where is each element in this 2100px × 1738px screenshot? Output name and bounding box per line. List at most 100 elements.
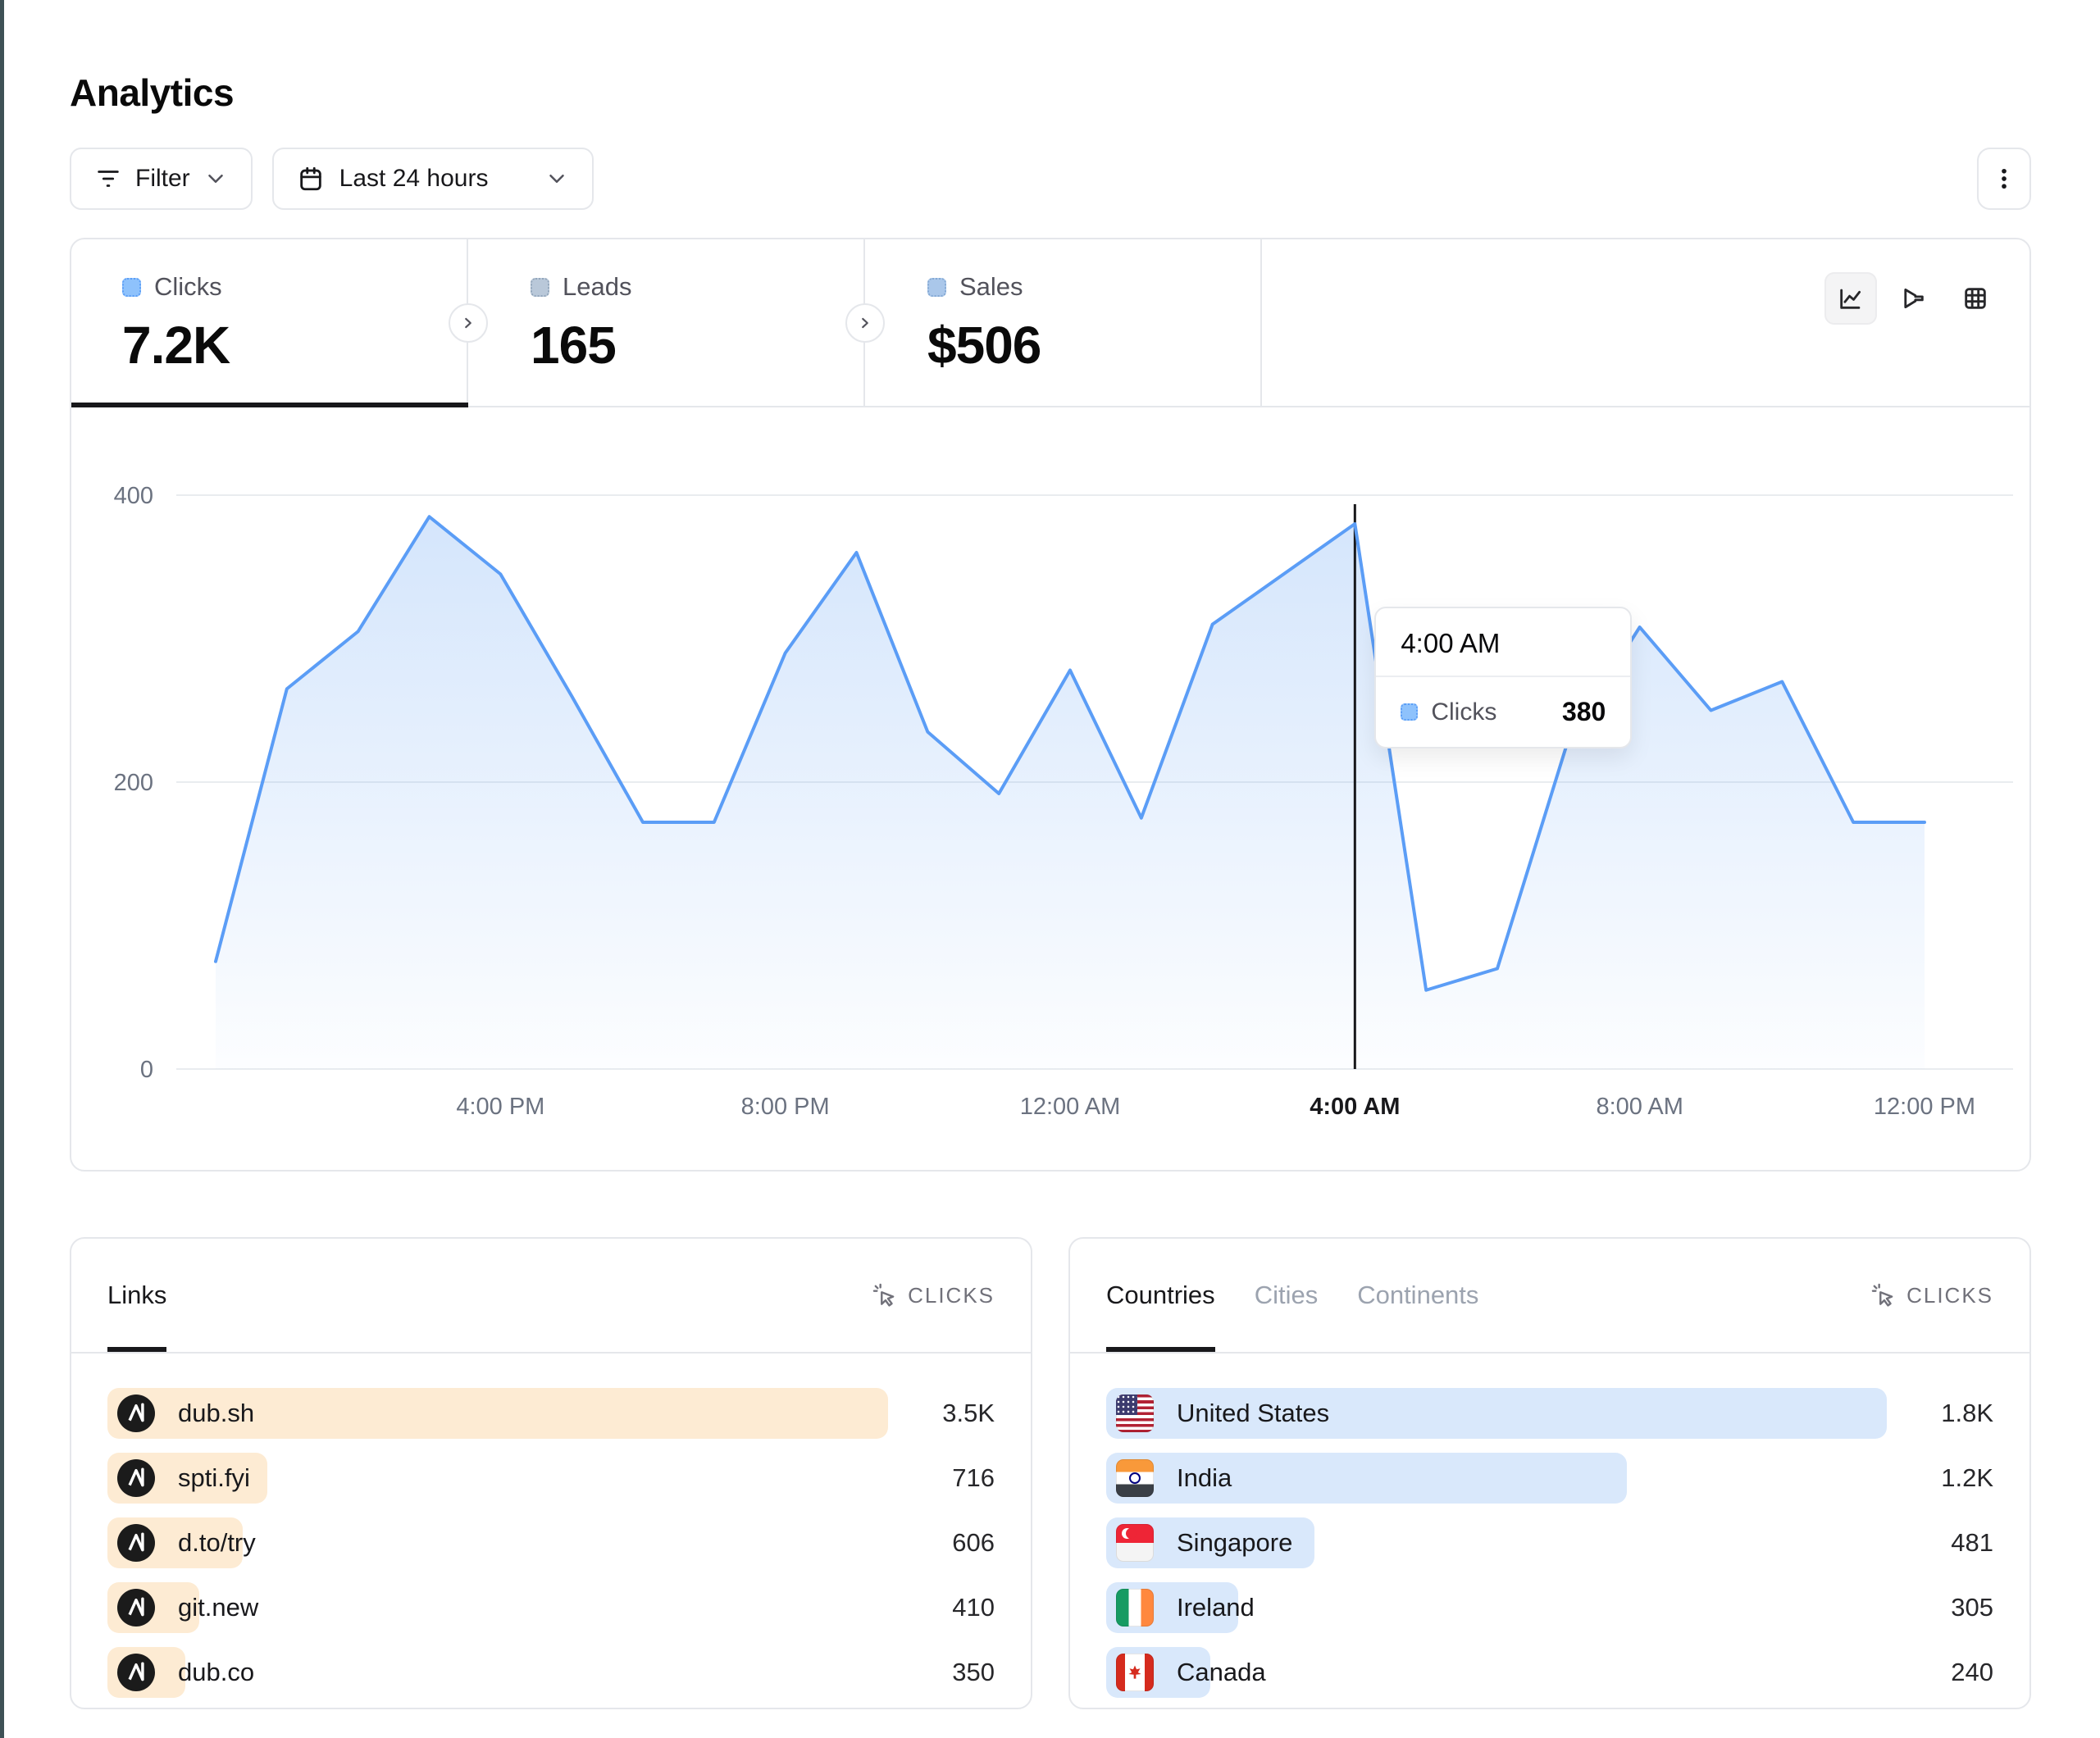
expand-sales-button[interactable] bbox=[845, 303, 885, 343]
svg-text:4:00 AM: 4:00 AM bbox=[1310, 1094, 1400, 1120]
clicks-area-chart-canvas: 400 200 0 4:00 PM 8:00 PM 12:00 AM 4:00 AM 8:00… bbox=[71, 407, 2029, 1170]
link-bar bbox=[107, 1388, 888, 1439]
country-bar-track: Canada bbox=[1106, 1647, 1887, 1698]
country-clicks-value: 1.2K bbox=[1941, 1463, 1993, 1492]
date-range-label: Last 24 hours bbox=[339, 165, 489, 192]
tab-clicks[interactable]: Clicks 7.2K bbox=[71, 239, 468, 407]
clicks-tab-label: Clicks bbox=[154, 272, 222, 301]
country-clicks-value: 1.8K bbox=[1941, 1399, 1993, 1427]
link-row[interactable]: d.to/try 606 bbox=[107, 1517, 995, 1568]
chart-tooltip: 4:00 AM Clicks 380 bbox=[1374, 607, 1633, 748]
svg-text:12:00 AM: 12:00 AM bbox=[1020, 1094, 1121, 1120]
country-row[interactable]: Canada 240 bbox=[1106, 1647, 1993, 1698]
country-clicks-value: 305 bbox=[1951, 1593, 1993, 1622]
tooltip-value: 380 bbox=[1561, 697, 1606, 726]
dub-logo-icon bbox=[117, 1524, 155, 1562]
chart-type-toggles bbox=[1824, 272, 2002, 325]
sg-flag-icon bbox=[1116, 1524, 1154, 1562]
calendar-icon bbox=[299, 166, 321, 191]
toolbar: Filter Last 24 hours bbox=[70, 148, 2031, 210]
country-row[interactable]: India 1.2K bbox=[1106, 1453, 1993, 1504]
link-label: git.new bbox=[178, 1593, 259, 1622]
svg-text:8:00 PM: 8:00 PM bbox=[741, 1094, 830, 1120]
grid-icon bbox=[1965, 288, 1986, 309]
countries-list: United States 1.8K India 1.2K Singapore 481 Ir… bbox=[1070, 1354, 2029, 1698]
tab-sales[interactable]: Sales $506 bbox=[865, 239, 1262, 406]
link-clicks-value: 350 bbox=[952, 1658, 995, 1686]
chevron-down-icon bbox=[549, 175, 564, 183]
link-label: dub.co bbox=[178, 1658, 255, 1686]
country-label: Canada bbox=[1177, 1658, 1266, 1686]
line-chart-icon bbox=[1840, 289, 1861, 309]
svg-text:4:00 PM: 4:00 PM bbox=[456, 1094, 544, 1120]
sales-legend-icon bbox=[927, 277, 946, 297]
country-label: United States bbox=[1177, 1399, 1330, 1427]
clicks-chart[interactable]: 400 200 0 4:00 PM 8:00 PM 12:00 AM 4:00 AM 8:00… bbox=[71, 407, 2029, 1170]
svg-text:200: 200 bbox=[114, 770, 153, 796]
country-bar-track: India bbox=[1106, 1453, 1887, 1504]
tab-countries[interactable]: Countries bbox=[1106, 1239, 1215, 1352]
country-row[interactable]: United States 1.8K bbox=[1106, 1388, 1993, 1439]
in-flag-icon bbox=[1116, 1459, 1154, 1497]
us-flag-icon bbox=[1116, 1394, 1154, 1432]
filter-icon bbox=[98, 171, 119, 187]
country-bar-track: Ireland bbox=[1106, 1582, 1887, 1633]
link-row[interactable]: dub.co 350 bbox=[107, 1647, 995, 1698]
link-clicks-value: 716 bbox=[952, 1463, 995, 1492]
links-panel: Links CLICKS dub.sh 3.5K spti.fyi 716 d.to/t… bbox=[70, 1237, 1032, 1709]
dub-logo-icon bbox=[117, 1654, 155, 1691]
country-bar bbox=[1106, 1453, 1627, 1504]
link-bar-track: spti.fyi bbox=[107, 1453, 888, 1504]
links-list: dub.sh 3.5K spti.fyi 716 d.to/try 606 git.new 4… bbox=[71, 1354, 1031, 1698]
links-metric-header-label: CLICKS bbox=[908, 1282, 995, 1308]
ie-flag-icon bbox=[1116, 1589, 1154, 1627]
link-label: dub.sh bbox=[178, 1399, 255, 1427]
leads-tab-label: Leads bbox=[563, 272, 632, 301]
filter-button[interactable]: Filter bbox=[70, 148, 253, 210]
tab-links[interactable]: Links bbox=[107, 1239, 166, 1352]
more-options-button[interactable] bbox=[1977, 148, 2031, 210]
analytics-page: Analytics Filter Last 24 hours Clicks 7.… bbox=[70, 0, 2031, 1709]
tab-cities[interactable]: Cities bbox=[1254, 1281, 1319, 1309]
countries-metric-header-label: CLICKS bbox=[1906, 1282, 1993, 1308]
link-clicks-value: 606 bbox=[952, 1528, 995, 1557]
link-clicks-value: 3.5K bbox=[942, 1399, 995, 1427]
left-edge-accent bbox=[0, 0, 4, 1738]
country-bar-track: Singapore bbox=[1106, 1517, 1887, 1568]
active-tab-underline bbox=[71, 403, 468, 407]
country-label: India bbox=[1177, 1463, 1232, 1492]
tab-continents[interactable]: Continents bbox=[1357, 1281, 1479, 1309]
tab-leads[interactable]: Leads 165 bbox=[468, 239, 865, 406]
country-clicks-value: 240 bbox=[1951, 1658, 1993, 1686]
country-label: Ireland bbox=[1177, 1593, 1255, 1622]
links-panel-header: Links CLICKS bbox=[71, 1239, 1031, 1354]
countries-metric-header[interactable]: CLICKS bbox=[1870, 1239, 1993, 1352]
funnel-view-button[interactable] bbox=[1887, 272, 1939, 325]
expand-leads-button[interactable] bbox=[449, 303, 488, 343]
date-range-button[interactable]: Last 24 hours bbox=[271, 148, 594, 210]
link-bar-track: git.new bbox=[107, 1582, 888, 1633]
line-chart-view-button[interactable] bbox=[1824, 272, 1877, 325]
links-metric-header[interactable]: CLICKS bbox=[872, 1239, 995, 1352]
link-label: d.to/try bbox=[178, 1528, 256, 1557]
leads-legend-icon bbox=[531, 277, 549, 297]
tooltip-series-label: Clicks bbox=[1431, 698, 1497, 726]
country-bar bbox=[1106, 1388, 1887, 1439]
link-row[interactable]: spti.fyi 716 bbox=[107, 1453, 995, 1504]
dub-logo-icon bbox=[117, 1394, 155, 1432]
dub-logo-icon bbox=[117, 1589, 155, 1627]
country-row[interactable]: Singapore 481 bbox=[1106, 1517, 1993, 1568]
link-row[interactable]: dub.sh 3.5K bbox=[107, 1388, 995, 1439]
svg-text:12:00 PM: 12:00 PM bbox=[1874, 1094, 1975, 1120]
clicks-legend-icon bbox=[122, 277, 141, 297]
cursor-click-icon bbox=[872, 1283, 895, 1307]
svg-text:8:00 AM: 8:00 AM bbox=[1596, 1094, 1683, 1120]
country-bar-track: United States bbox=[1106, 1388, 1887, 1439]
country-label: Singapore bbox=[1177, 1528, 1293, 1557]
link-row[interactable]: git.new 410 bbox=[107, 1582, 995, 1633]
metric-tabs-row: Clicks 7.2K Leads 165 Sales $506 bbox=[71, 239, 2029, 407]
tooltip-clicks-legend-icon bbox=[1401, 703, 1419, 721]
country-row[interactable]: Ireland 305 bbox=[1106, 1582, 1993, 1633]
table-view-button[interactable] bbox=[1949, 272, 2002, 325]
countries-panel: Countries Cities Continents CLICKS Unite… bbox=[1068, 1237, 2031, 1709]
